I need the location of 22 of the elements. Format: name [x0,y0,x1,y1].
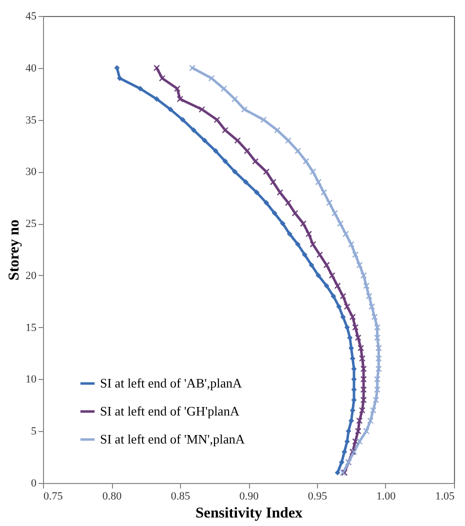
y-tick-label: 5 [31,426,37,438]
y-tick-label: 35 [26,114,37,126]
y-tick-label: 40 [26,62,37,74]
y-axis-title: Storey no [6,220,22,280]
x-axis-title: Sensitivity Index [195,506,304,522]
x-tick-label: 0.85 [170,490,191,502]
x-tick-label: 1.00 [376,490,396,502]
legend-label: SI at left end of 'GH'planA [100,404,240,418]
y-tick-label: 30 [26,166,37,178]
x-tick-label: 0.80 [102,490,122,502]
y-tick-label: 25 [26,218,37,230]
legend-label: SI at left end of 'AB',planA [100,376,242,390]
y-tick-label: 0 [31,478,37,490]
y-tick-label: 15 [26,322,37,334]
legend-label: SI at left end of 'MN',planA [100,432,246,446]
x-tick-label: 0.90 [239,490,260,502]
x-tick-label: 0.95 [308,490,328,502]
y-tick-label: 20 [26,270,37,282]
y-tick-label: 45 [26,10,37,22]
x-tick-label: 0.75 [44,490,64,502]
x-tick-label: 1.05 [435,490,455,502]
y-tick-label: 10 [26,374,37,386]
